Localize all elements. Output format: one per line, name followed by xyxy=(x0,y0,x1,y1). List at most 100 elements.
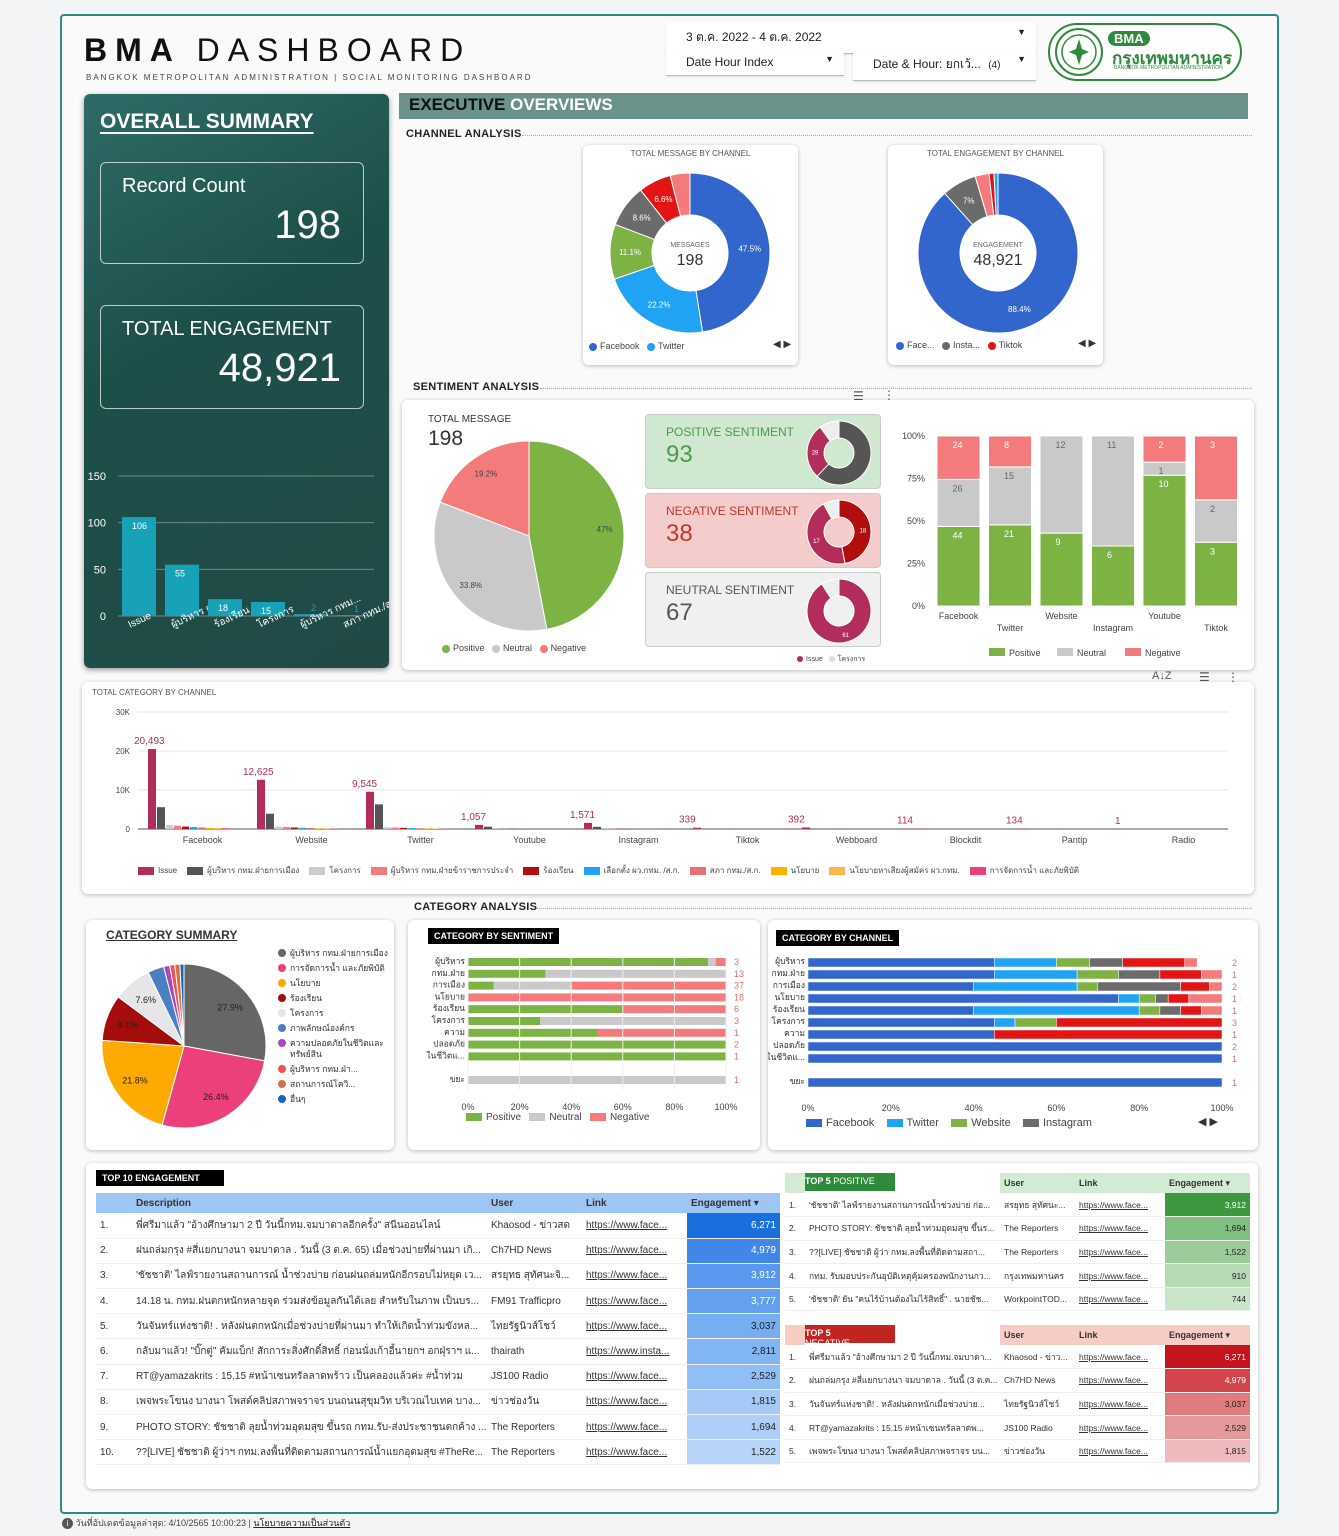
legend-item: Tiktok xyxy=(998,340,1023,350)
row-label: นโยบาย xyxy=(434,991,465,1001)
issue-bar xyxy=(693,827,701,829)
pie-slice xyxy=(822,499,840,520)
table-cell[interactable]: https://www.face... xyxy=(1079,1223,1148,1234)
date-hour-index-filter[interactable]: Date Hour Index ▼ xyxy=(666,49,844,76)
table-cell[interactable]: https://www.face... xyxy=(1079,1270,1148,1281)
column-header[interactable]: Engagement ▾ xyxy=(691,1197,759,1209)
x-tick-label: Pantip xyxy=(1062,835,1088,845)
category-channel-legend: Issue ผู้บริหาร กทม.ฝ่ายการเมือง โครงการ ผู… xyxy=(138,864,1089,877)
column-header[interactable]: Engagement ▾ xyxy=(1169,1329,1231,1340)
stacked-bar xyxy=(1118,969,1161,980)
table-cell[interactable]: https://www.insta... xyxy=(586,1346,670,1358)
table-cell: Khaosod - ข่าวสด xyxy=(491,1219,571,1231)
legend-item: Issue xyxy=(806,656,823,663)
row-label: โครงการ xyxy=(772,1016,806,1026)
column-header[interactable] xyxy=(785,1325,805,1345)
table-cell[interactable]: https://www.face... xyxy=(1079,1398,1148,1409)
total-message-value: 198 xyxy=(428,427,464,450)
slice-label: 11.1% xyxy=(619,248,641,257)
sort-icon[interactable]: A↓Z xyxy=(1152,670,1172,682)
table-cell[interactable]: https://www.face... xyxy=(1079,1199,1148,1210)
bar-label: 11 xyxy=(1107,440,1116,450)
table-row: 3. 'ชัชชาติ' ไลฟ์รายงานสถานการณ์ น้ำช่วงบ… xyxy=(96,1263,780,1289)
legend-swatch xyxy=(1125,648,1141,656)
bar-label: 37 xyxy=(734,981,744,991)
engagement-cell: 3,912 xyxy=(1165,1193,1250,1217)
legend-next-icon[interactable]: ◀ ▶ xyxy=(1078,338,1097,349)
table-cell: FM91 Trafficpro xyxy=(491,1295,561,1307)
column-header[interactable]: User xyxy=(1004,1330,1025,1340)
message-legend: Facebook Twitter xyxy=(589,341,685,351)
sentiment-label: NEGATIVE SENTIMENT xyxy=(666,504,799,518)
table-cell[interactable]: https://www.face... xyxy=(1079,1422,1148,1433)
table-cell[interactable]: https://www.face... xyxy=(586,1295,668,1307)
table-cell: WorkpointTOD... xyxy=(1004,1294,1067,1305)
column-header[interactable]: Link xyxy=(586,1197,607,1209)
filter-icon[interactable]: ☰ xyxy=(1199,670,1210,684)
y-tick-label: 20K xyxy=(116,747,131,756)
card-title: TOTAL ENGAGEMENT BY CHANNEL xyxy=(927,149,1064,158)
engagement-by-channel-card: TOTAL ENGAGEMENT BY CHANNEL 88.4% 7% ENGAG… xyxy=(888,145,1103,365)
slice-label: 27.9% xyxy=(217,1003,243,1013)
pie-slice xyxy=(179,963,185,1047)
table-cell[interactable]: https://www.face... xyxy=(1079,1375,1148,1386)
filter-icon[interactable]: ☰ xyxy=(853,389,864,403)
table-cell[interactable]: https://www.face... xyxy=(586,1446,668,1458)
slice-label: 19.2% xyxy=(475,469,498,478)
stacked-bar xyxy=(807,969,995,980)
bar-label: 3 xyxy=(1210,440,1215,450)
info-icon: i xyxy=(62,1518,73,1529)
table-cell[interactable]: https://www.face... xyxy=(1079,1351,1148,1362)
category-channel-bar-chart: 30K 20K 10K 0 20,493 Facebook 12,625 Website 9,5… xyxy=(116,708,1228,845)
column-header[interactable]: Link xyxy=(1079,1178,1098,1188)
column-header[interactable] xyxy=(785,1173,805,1193)
y-tick-label: 0 xyxy=(100,611,106,623)
table-cell[interactable]: https://www.face... xyxy=(586,1245,668,1257)
table-cell[interactable]: https://www.face... xyxy=(586,1219,668,1231)
more-options-icon[interactable]: ⋮ xyxy=(1227,670,1239,684)
category-bar xyxy=(266,813,274,829)
table-cell[interactable]: https://www.face... xyxy=(586,1371,668,1383)
column-header[interactable]: Engagement ▾ xyxy=(1169,1177,1231,1188)
legend-swatch xyxy=(1057,648,1073,656)
row-label: ร้องเรียน xyxy=(773,1004,805,1014)
table-cell[interactable]: https://www.face... xyxy=(1079,1246,1148,1257)
column-header[interactable]: Link xyxy=(1079,1330,1098,1340)
table-cell[interactable]: https://www.face... xyxy=(586,1421,668,1433)
legend-next-icon[interactable]: ◀ ▶ xyxy=(773,339,792,350)
table-cell[interactable]: https://www.face... xyxy=(586,1396,668,1408)
slice-label: 9.1% xyxy=(117,1020,138,1030)
legend-item: Twitter xyxy=(906,1117,939,1129)
column-header[interactable]: Description xyxy=(136,1197,192,1209)
table-cell: กลับมาแล้ว! "บิ๊กตู่" คัมแบ็ก! สักการะสิ… xyxy=(136,1346,480,1358)
table-cell[interactable]: https://www.face... xyxy=(1079,1294,1148,1305)
stacked-bar xyxy=(1039,532,1084,607)
column-header[interactable]: User xyxy=(1004,1178,1025,1188)
stacked-bar xyxy=(1039,435,1084,534)
table-cell: thairath xyxy=(491,1346,525,1358)
table-cell: JS100 Radio xyxy=(491,1371,549,1383)
table-cell: ไทยรัฐนิวส์โชว์ xyxy=(491,1320,556,1332)
table-cell: 8. xyxy=(100,1396,109,1408)
slice-label: 47% xyxy=(597,525,613,534)
table-cell[interactable]: https://www.face... xyxy=(586,1270,668,1282)
column-header[interactable] xyxy=(96,1193,132,1213)
pie-slice xyxy=(838,499,872,565)
legend-next-icon[interactable]: ◀ ▶ xyxy=(1198,1116,1218,1128)
table-cell: กทม. รับมอบประกันอุบัติเหตุคุ้มครองพนักง… xyxy=(809,1270,991,1281)
table-cell[interactable]: https://www.face... xyxy=(1079,1446,1148,1457)
bar-label: 1 xyxy=(734,1075,739,1085)
y-tick-label: 50% xyxy=(907,516,925,526)
x-tick-label: Facebook xyxy=(939,611,979,621)
chevron-down-icon: ▼ xyxy=(1017,27,1026,37)
record-count-value: 198 xyxy=(274,203,341,247)
date-hour-filter[interactable]: Date & Hour: ยกเว้... (4) ▼ xyxy=(853,49,1036,81)
more-options-icon[interactable]: ⋮ xyxy=(883,388,895,402)
stacked-bar xyxy=(807,981,974,992)
privacy-link[interactable]: นโยบายความเป็นส่วนตัว xyxy=(253,1518,351,1528)
stacked-bar xyxy=(1194,435,1238,501)
date-range-picker[interactable]: 3 ต.ค. 2022 - 4 ต.ค. 2022 ▼ xyxy=(666,22,1036,54)
stacked-bar xyxy=(1089,957,1123,968)
column-header[interactable]: User xyxy=(491,1197,514,1209)
table-cell[interactable]: https://www.face... xyxy=(586,1320,668,1332)
